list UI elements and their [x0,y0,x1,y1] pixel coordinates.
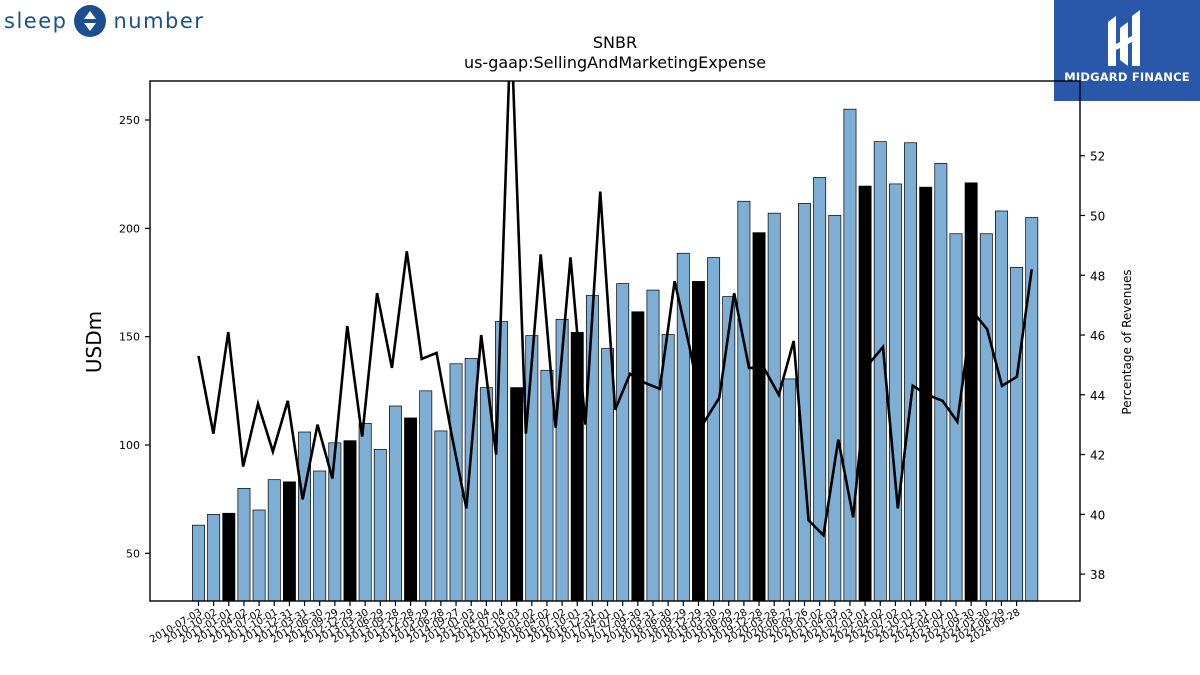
bar-series [192,108,1039,601]
bar [934,162,948,601]
bar [798,203,811,601]
bar [282,481,296,601]
bar [1010,266,1024,601]
y-tick-label: 100 [119,439,140,452]
midgard-brand-text: MIDGARD FINANCE [1064,70,1190,84]
midgard-emblem-icon [1108,10,1140,66]
bar [434,430,448,601]
y2-tick-label: 38 [1090,568,1105,582]
chart-subtitle: us-gaap:SellingAndMarketingExpense [464,53,766,72]
y-tick-label: 250 [119,114,140,127]
y2-tick-label: 44 [1090,389,1105,403]
bar [904,142,918,601]
midgard-finance-logo: MIDGARD FINANCE [1054,0,1200,101]
sleep-number-emblem-icon [74,5,107,37]
axes: 5010015020025038404244464850522010-07-03… [119,80,1105,646]
bar [252,509,266,601]
bar [691,281,705,601]
bar [979,233,993,601]
chart-title: SNBR [593,33,637,52]
bar [373,448,387,601]
bar [358,422,372,601]
bar [828,214,842,601]
bar [767,212,781,601]
y2-tick-label: 50 [1090,209,1105,223]
line-series-group [197,81,1034,538]
bar [676,252,690,601]
y-axis-label: USDm [82,311,106,373]
bar [616,283,630,601]
bar [782,378,796,601]
sleep-number-logo: sleep number [4,4,204,38]
bar [661,334,675,601]
bar [843,108,857,601]
bar [964,182,978,601]
bar [404,417,418,601]
bar [343,440,357,601]
bar [207,513,221,601]
y-tick-label: 50 [126,547,140,560]
bar [585,295,599,601]
logo-text-sleep: sleep [4,9,68,33]
bar [267,479,281,601]
y-tick-label: 150 [119,331,140,344]
bar [237,487,251,601]
bar [631,311,645,601]
y2-axis-label: Percentage of Revenues [1120,269,1134,414]
bar [192,524,205,601]
y-tick-label: 200 [119,222,140,235]
logo-text-number: number [113,9,205,33]
y2-tick-label: 48 [1090,269,1105,283]
y2-tick-label: 42 [1090,449,1105,463]
bar [737,200,751,601]
bar [646,289,660,601]
bar [949,233,963,601]
plot-frame [149,80,1081,602]
bar [722,296,736,601]
bar [419,390,433,601]
y2-tick-label: 46 [1090,329,1105,343]
percentage-line [197,81,1034,538]
bar [707,257,721,601]
bar [752,232,766,601]
bar [222,512,236,601]
bar [313,470,327,601]
bar [1025,217,1039,601]
bar [495,321,508,601]
bar [540,369,554,601]
bar [389,405,402,601]
bar [510,387,524,601]
bar [601,348,615,601]
y2-tick-label: 52 [1090,150,1105,164]
bar [888,183,902,601]
bar [298,431,312,601]
bar [994,210,1008,601]
y2-tick-label: 40 [1090,508,1105,522]
